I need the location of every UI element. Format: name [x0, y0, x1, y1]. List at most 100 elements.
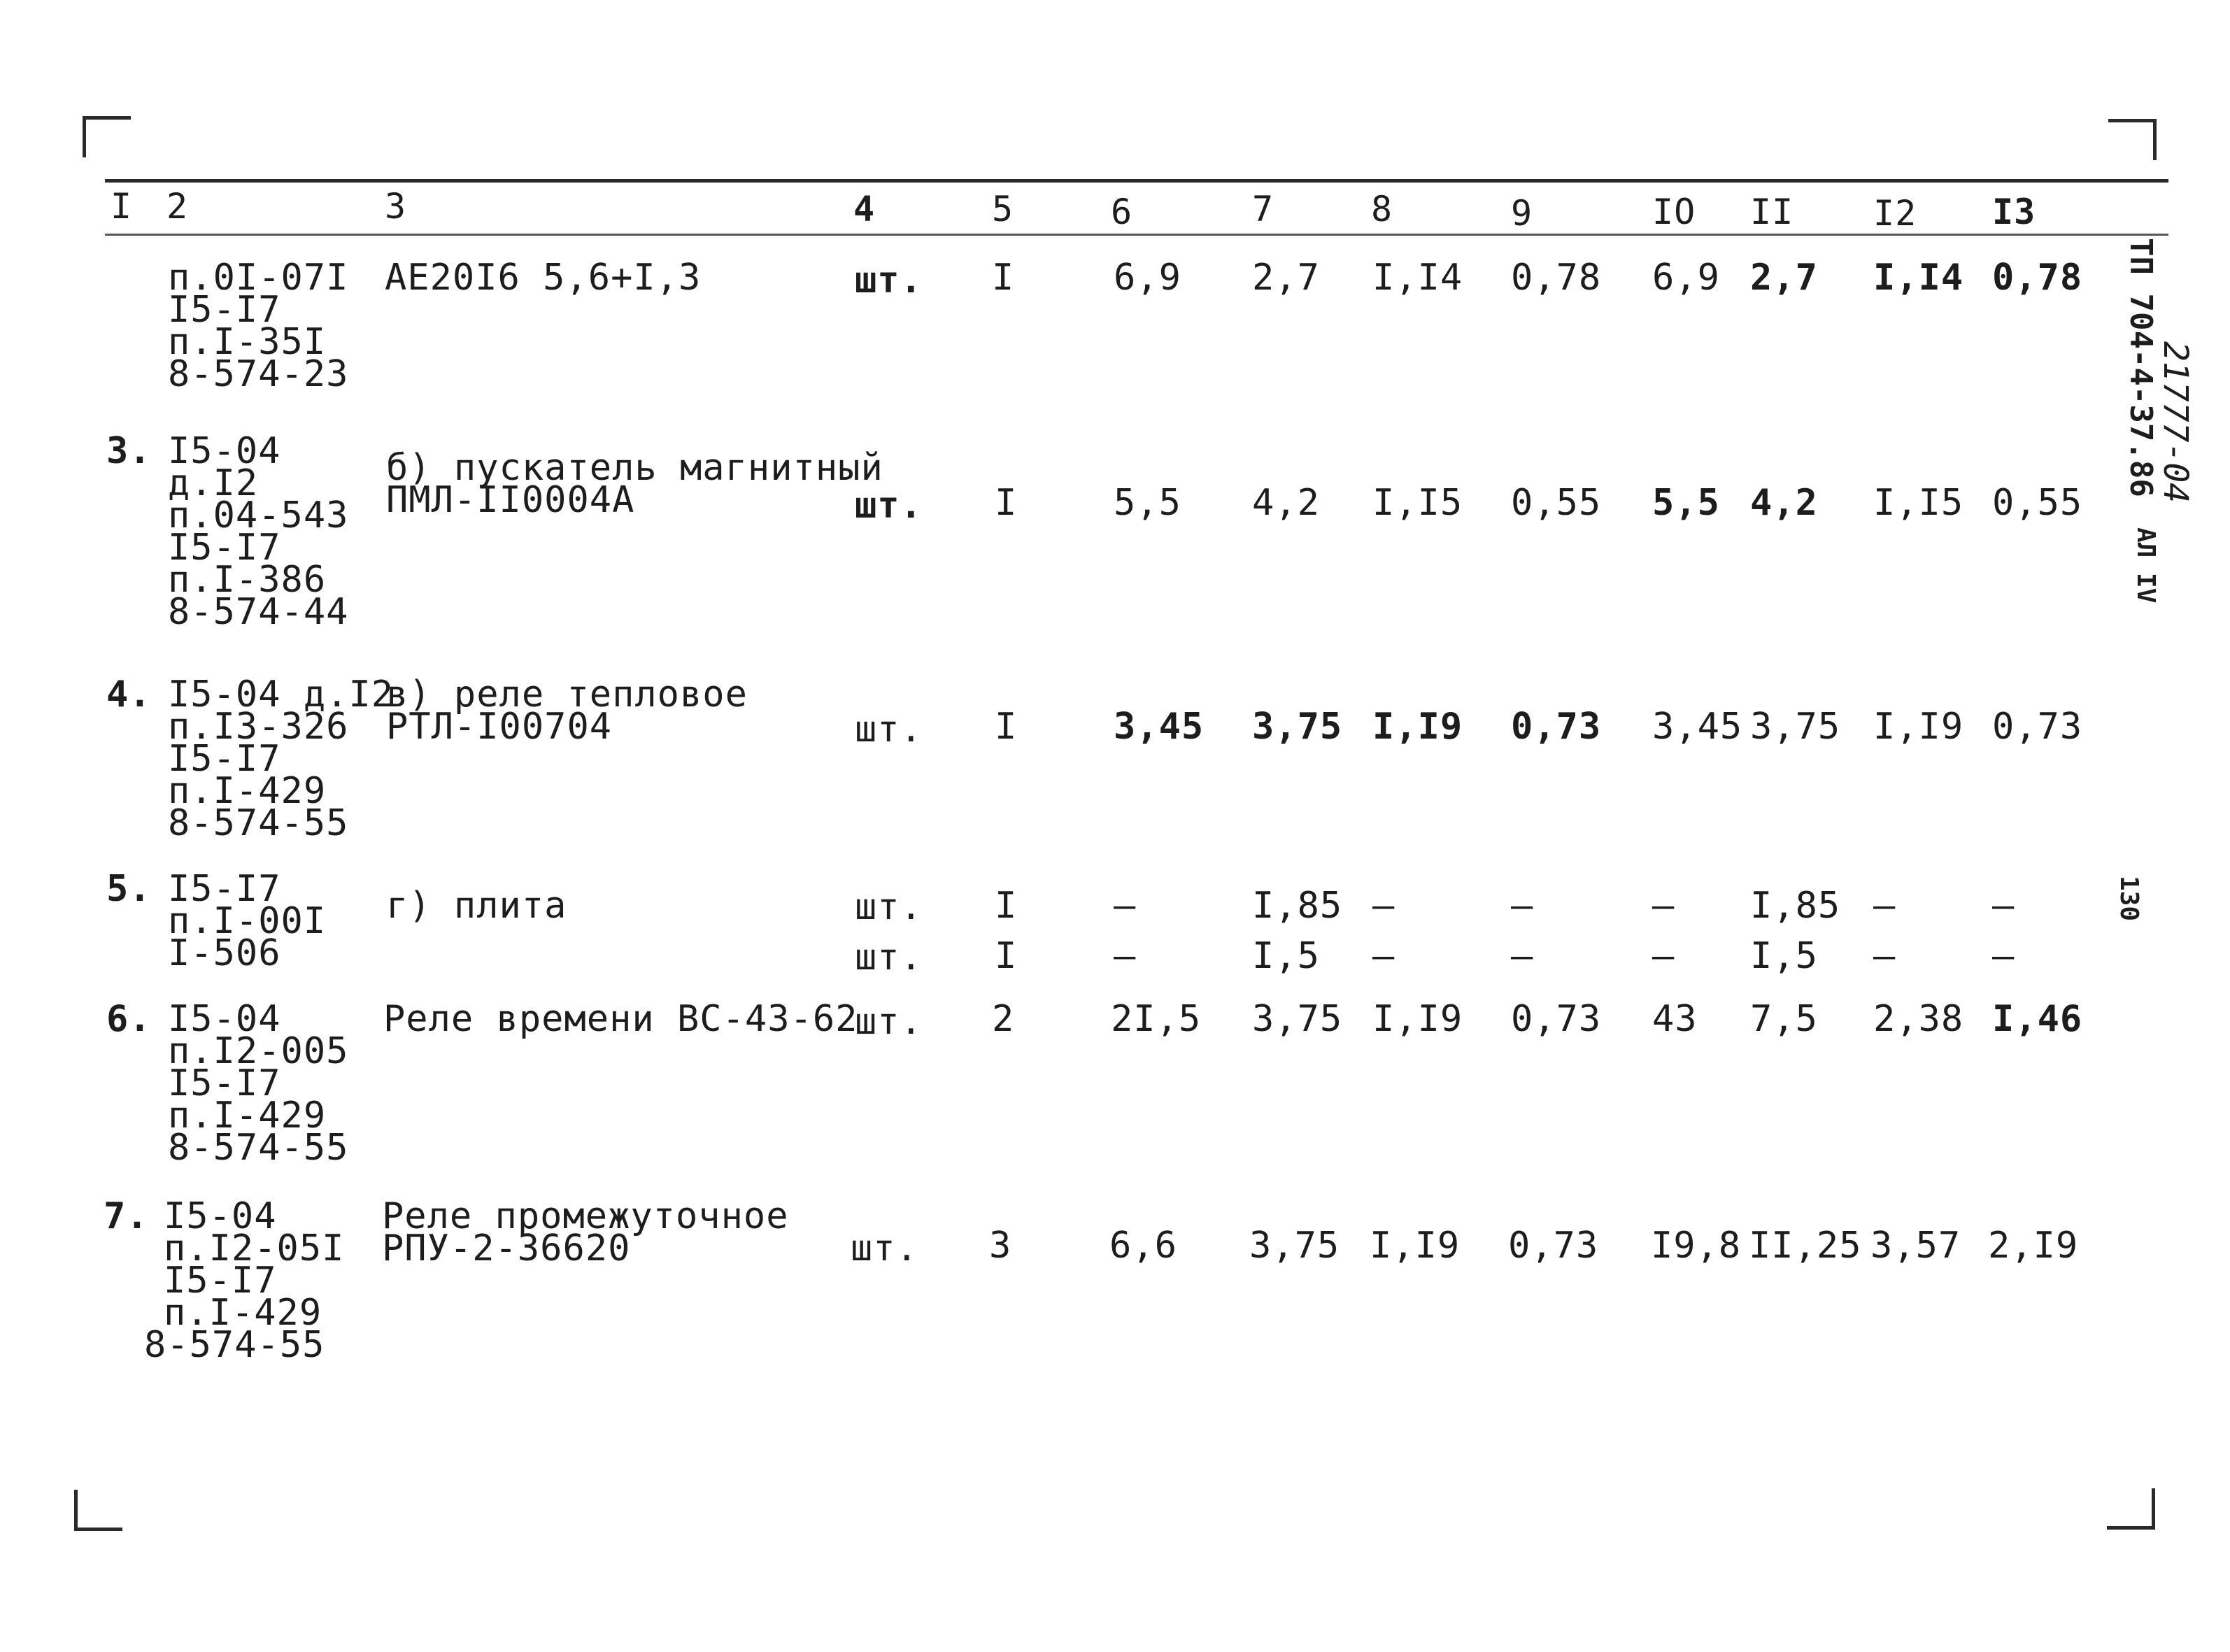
row-name: РТЛ-I00704	[386, 706, 613, 748]
row-ref: п.I-429	[164, 1292, 322, 1334]
row-col6: 5,5	[1114, 482, 1181, 524]
row-ref: п.I-00I	[168, 900, 327, 942]
row-ref: I5-I7	[168, 738, 281, 780]
row-col9: 0,73	[1511, 706, 1602, 748]
row-col11: I,5	[1750, 935, 1818, 977]
row-name: РПУ-2-36620	[382, 1227, 631, 1269]
row-col9: –	[1511, 885, 1534, 927]
column-header-9: 9	[1511, 193, 1533, 234]
row-qty: 2	[992, 998, 1015, 1040]
row-col12: –	[1873, 885, 1896, 927]
column-header-4: 4	[853, 189, 876, 229]
column-header-6: 6	[1111, 192, 1133, 232]
row-number: 3.	[106, 430, 152, 472]
column-header-8: 8	[1371, 189, 1393, 229]
column-header-1: I	[111, 186, 133, 227]
row-col12: I,I5	[1873, 482, 1964, 524]
row-col6: 6,6	[1109, 1225, 1177, 1267]
row-col11: II,25	[1749, 1225, 1862, 1267]
row-col6: 3,45	[1114, 706, 1205, 748]
row-ref: п.I2-005	[168, 1030, 349, 1072]
row-col7: I,85	[1252, 885, 1343, 927]
row-col8: –	[1372, 935, 1395, 977]
row-name: АЕ20I6 5,6+I,3	[385, 257, 702, 299]
table-top-rule	[105, 179, 2168, 183]
row-col9: 0,73	[1511, 998, 1602, 1040]
row-ref: I5-04	[168, 430, 281, 472]
row-col6: 6,9	[1114, 257, 1181, 299]
column-header-5: 5	[992, 189, 1014, 229]
row-name: Реле промежуточное	[382, 1195, 789, 1237]
row-ref: I5-04	[164, 1195, 277, 1237]
row-col10: 5,5	[1652, 482, 1720, 524]
row-col8: I,I9	[1372, 706, 1463, 748]
row-col7: 2,7	[1252, 257, 1320, 299]
row-ref: п.0I-07I	[168, 257, 349, 299]
row-col12: 3,57	[1870, 1225, 1961, 1267]
crop-mark-bottom-left	[74, 1490, 122, 1531]
row-ref: п.04-543	[168, 494, 349, 536]
row-number: 6.	[106, 998, 152, 1040]
column-header-10: IO	[1652, 192, 1696, 232]
row-name: б) пускатель магнитный	[386, 447, 883, 489]
row-ref: 8-574-55	[144, 1324, 325, 1366]
row-col10: –	[1652, 885, 1675, 927]
row-unit: шт.	[855, 937, 923, 978]
row-qty: I	[992, 257, 1015, 299]
row-col7: 4,2	[1252, 482, 1320, 524]
row-name: Реле времени ВС-43-62	[383, 998, 858, 1040]
column-header-13: I3	[1992, 192, 2036, 232]
row-col10: 6,9	[1652, 257, 1720, 299]
row-ref: I5-I7	[168, 868, 281, 910]
row-qty: I	[995, 935, 1018, 977]
row-ref: п.I3-326	[168, 706, 349, 748]
row-ref: I5-I7	[164, 1260, 277, 1302]
row-qty: 3	[989, 1225, 1012, 1267]
row-col12: I,I9	[1873, 706, 1964, 748]
row-number: 5.	[106, 868, 152, 910]
stamp-number-label: 21777-04	[2156, 341, 2195, 504]
row-qty: I	[995, 482, 1018, 524]
row-ref: п.I-429	[168, 770, 327, 812]
row-col10: –	[1652, 935, 1675, 977]
row-ref: I-506	[168, 932, 281, 974]
row-col7: I,5	[1252, 935, 1320, 977]
row-col7: 3,75	[1249, 1225, 1340, 1267]
row-col11: 3,75	[1750, 706, 1841, 748]
row-col7: 3,75	[1252, 706, 1343, 748]
row-col13: –	[1992, 935, 2015, 977]
row-col9: –	[1511, 935, 1534, 977]
row-ref: I5-I7	[168, 1062, 281, 1104]
row-ref: I5-04	[168, 998, 281, 1040]
page-number: 130	[2115, 876, 2143, 922]
row-number: 7.	[104, 1195, 149, 1237]
row-col12: I,I4	[1873, 257, 1964, 299]
row-col13: 0,78	[1992, 257, 2083, 299]
row-col8: I,I5	[1372, 482, 1463, 524]
row-col13: 0,55	[1992, 482, 2083, 524]
row-ref: п.I-386	[168, 559, 327, 601]
row-name: г) плита	[386, 885, 567, 927]
row-col11: 7,5	[1750, 998, 1818, 1040]
document-code-label: ТП 704-4-37.86	[2123, 238, 2159, 497]
row-ref: I5-04 д.I2	[168, 674, 395, 715]
row-col13: 2,I9	[1988, 1225, 2079, 1267]
row-col10: I9,8	[1651, 1225, 1742, 1267]
row-number: 4.	[106, 674, 152, 715]
row-unit: шт.	[855, 708, 923, 750]
row-col9: 0,78	[1511, 257, 1602, 299]
row-name: в) реле тепловое	[386, 674, 748, 715]
row-unit: шт.	[855, 886, 923, 928]
row-ref: 8-574-55	[168, 802, 349, 844]
row-col7: 3,75	[1252, 998, 1343, 1040]
row-ref: п.I-429	[168, 1095, 327, 1137]
row-col6: –	[1114, 935, 1137, 977]
row-col11: 2,7	[1750, 257, 1818, 299]
row-col12: –	[1873, 935, 1896, 977]
row-col9: 0,73	[1508, 1225, 1599, 1267]
row-ref: I5-I7	[168, 527, 281, 569]
row-ref: 8-574-23	[168, 353, 349, 395]
column-header-12: I2	[1873, 193, 1917, 234]
row-col13: 0,73	[1992, 706, 2083, 748]
